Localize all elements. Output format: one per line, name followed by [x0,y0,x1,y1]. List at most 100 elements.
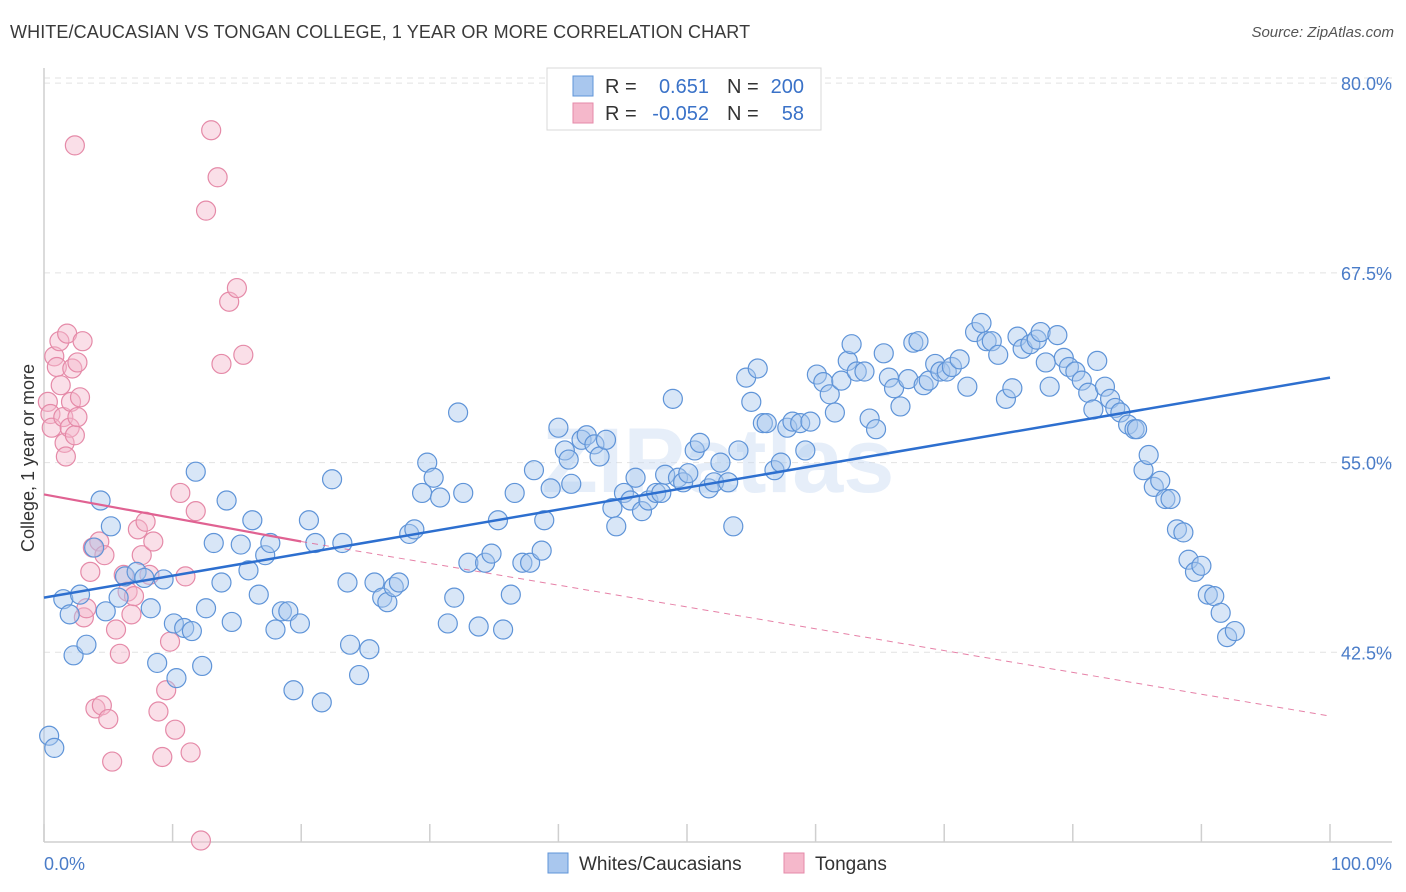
whites-point [468,616,489,637]
whites-point [540,478,561,499]
whites-point [819,384,840,405]
y-tick-label: 80.0% [1341,74,1392,94]
whites-point [813,372,834,393]
tongans-point [180,742,201,763]
tongans-point [102,751,123,772]
whites-point [211,572,232,593]
series-legend-label-tongans: Tongans [815,854,887,875]
legend-r-value-tongans: -0.052 [652,103,709,125]
whites-point [348,664,370,686]
tongans-point [211,353,232,375]
tongans-point [143,531,164,552]
whites-point [147,652,168,674]
tongans-point [165,719,186,740]
whites-point [883,378,905,399]
y-tick-labels: 42.5% 55.0% 67.5% 80.0% [1341,74,1392,663]
whites-point [1087,350,1108,372]
axes [43,68,1392,843]
whites-point [689,432,710,453]
whites-point [1160,488,1181,510]
series-legend-swatch-tongans [783,852,805,874]
whites-point [185,461,206,482]
whites-point [859,408,880,429]
whites-point [890,396,911,417]
whites-point [481,543,502,564]
tongans-point [127,519,148,540]
whites-point [595,429,617,450]
legend-swatch-tongans [572,102,594,124]
whites-point [90,490,111,511]
whites-point [854,361,875,382]
whites-point [458,552,479,573]
whites-point [321,469,343,490]
whites-point [140,598,161,619]
whites-point [337,572,358,593]
tongans-trend-extension [301,541,1331,717]
whites-point [248,584,269,605]
tongans-point [185,501,206,522]
legend-n-label-whites: N = [727,76,759,98]
whites-point [782,411,803,432]
tongans-point [69,387,91,408]
tongans-point [233,344,254,365]
whites-point [1184,561,1206,582]
whites-point [260,532,281,554]
whites-point [824,402,845,423]
tongans-point [105,619,127,640]
whites-point [1138,444,1159,466]
stats-legend: R = 0.651 N = 200 R = -0.052 N = 58 [546,67,822,131]
x-tick-label: 100.0% [1331,854,1392,874]
tongans-point [67,352,88,373]
whites-point [1094,376,1116,397]
trend-lines [43,376,1331,717]
tongans-point [109,643,130,664]
whites-point [865,419,887,440]
tongans-point [131,545,152,566]
whites-point [976,331,997,352]
whites-point [298,510,320,531]
whites-point [377,592,398,613]
whites-point [289,613,311,634]
whites-point [662,388,683,409]
whites-point [995,388,1017,409]
whites-points [39,312,1245,759]
legend-r-value-whites: 0.651 [659,76,709,98]
whites-point [795,440,816,461]
whites-point [534,510,555,531]
whites-point [493,619,514,640]
whites-point [1002,378,1023,399]
whites-point [949,349,970,370]
tongans-point [55,446,76,467]
whites-point [606,516,627,537]
whites-point [531,540,552,561]
tongans-points [37,120,254,851]
series-legend-swatch-whites [547,852,569,874]
whites-point [100,516,121,537]
whites-point [108,587,129,608]
whites-point [1039,376,1060,397]
whites-point [192,655,213,677]
whites-point [548,417,569,438]
whites-point [1007,326,1028,347]
source-label: Source: ZipAtlas.com [1251,24,1394,41]
whites-point [339,634,361,655]
whites-point [221,611,242,633]
tongans-point [94,545,115,566]
whites-point [908,331,929,352]
whites-point [678,463,699,484]
whites-point [504,482,525,504]
y-axis-label: College, 1 year or more [18,364,38,552]
tongans-point [195,200,217,221]
whites-point [265,619,286,640]
whites-point [800,411,821,432]
whites-point [453,482,474,504]
legend-n-value-whites: 200 [771,76,804,98]
whites-point [1030,321,1051,343]
whites-point [941,356,963,378]
whites-point [747,358,768,379]
tongans-point [226,277,247,299]
legend-r-label-tongans: R = [605,103,637,125]
tongans-point [67,406,88,428]
whites-point [512,552,533,573]
